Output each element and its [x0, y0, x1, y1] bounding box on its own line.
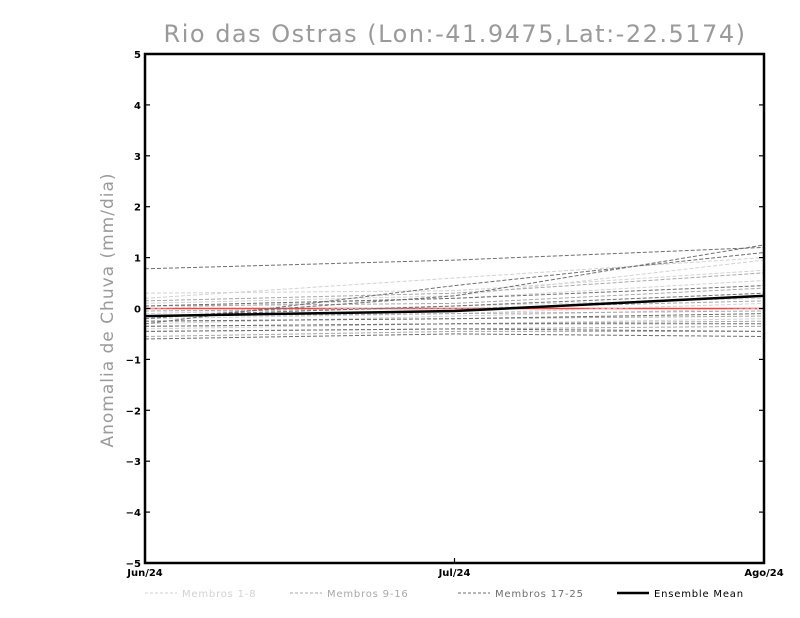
series-member-line-1 — [144, 269, 765, 294]
series-member-line-11 — [144, 300, 765, 312]
series-member-line-25 — [144, 333, 765, 340]
y-tick-label--1: −1 — [126, 355, 141, 366]
x-tick-label-0: Jun/24 — [126, 568, 163, 579]
x-tick-label-2: Ago/24 — [744, 568, 783, 579]
y-tick-label-0: 0 — [134, 305, 141, 316]
y-tick-label-4: 4 — [134, 101, 141, 112]
y-tick-label-2: 2 — [134, 203, 141, 214]
series-member-line-21 — [144, 292, 765, 317]
series-member-line-3 — [144, 259, 765, 304]
series-member-line-17 — [144, 246, 765, 270]
y-tick-label-1: 1 — [134, 254, 141, 265]
chart-title: Rio das Ostras (Lon:-41.9475,Lat:-22.517… — [164, 20, 747, 48]
series-member-line-19 — [144, 252, 765, 325]
y-tick-label--4: −4 — [126, 508, 141, 519]
series-layer — [144, 244, 765, 340]
legend: Membros 1-8 Membros 9-16 Membros 17-25 Ense… — [145, 589, 744, 600]
series-member-line-4 — [144, 280, 765, 309]
y-tick-label-3: 3 — [134, 152, 141, 163]
series-member-line-16 — [144, 330, 764, 337]
y-tick-label--3: −3 — [126, 457, 141, 468]
legend-label-3: Membros 17-25 — [495, 589, 584, 600]
series-member-line-22 — [144, 313, 765, 322]
series-member-line-24 — [144, 328, 765, 332]
x-tick-label-1: Jul/24 — [438, 568, 471, 579]
legend-label-1: Membros 1-8 — [182, 589, 256, 600]
x-axis-ticks: Jun/24 Jul/24 Ago/24 — [126, 558, 784, 579]
y-axis-ticks: −5 −4 −3 −2 −1 0 1 2 3 4 5 — [126, 50, 764, 570]
y-tick-label--5: −5 — [126, 559, 141, 570]
legend-label-4: Ensemble Mean — [654, 589, 744, 600]
y-tick-label-5: 5 — [134, 50, 141, 61]
series-member-line-2 — [144, 257, 765, 299]
y-axis-label: Anomalia de Chuva (mm/dia) — [98, 172, 118, 447]
series-member-line-9 — [144, 272, 765, 302]
series-member-line-20 — [144, 285, 765, 307]
series-ensemble-mean-line — [144, 294, 765, 318]
series-member-line-7 — [144, 308, 765, 325]
series-member-line-23 — [144, 323, 764, 327]
series-member-line-10 — [144, 287, 765, 307]
series-member-line-18 — [144, 244, 765, 320]
legend-label-2: Membros 9-16 — [327, 589, 409, 600]
y-tick-label--2: −2 — [126, 406, 141, 417]
